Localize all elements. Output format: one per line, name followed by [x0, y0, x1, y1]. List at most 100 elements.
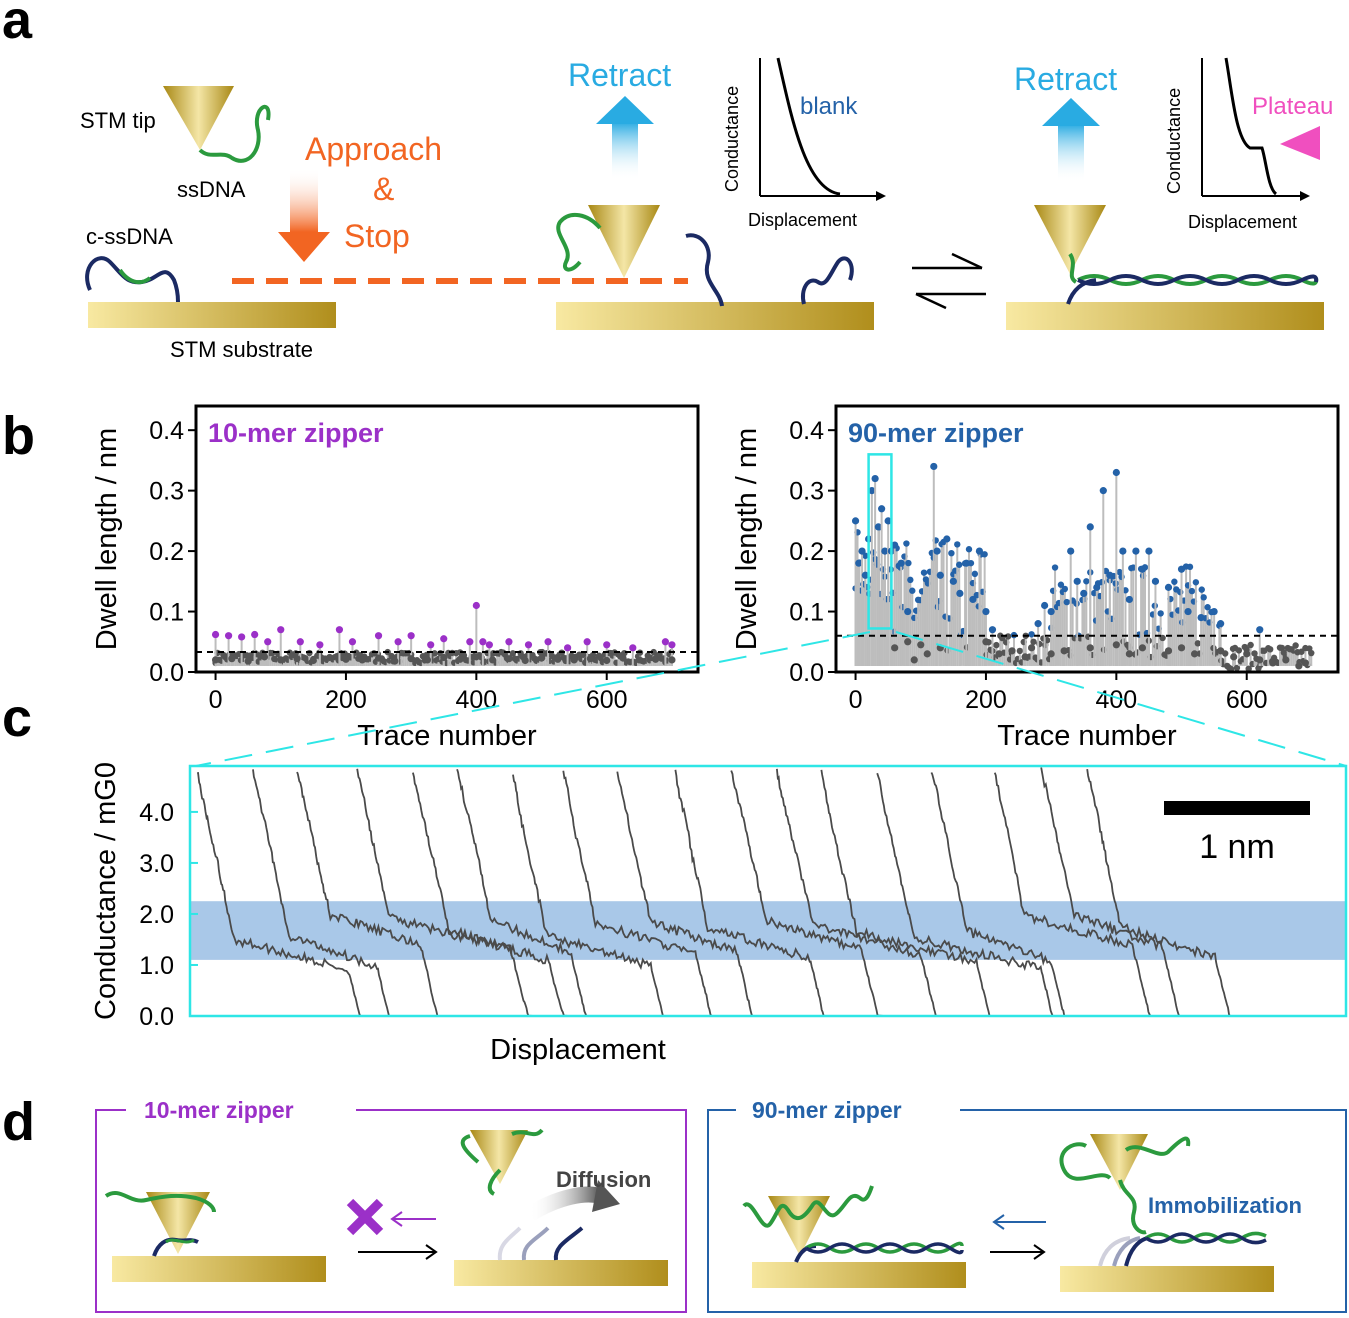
trace-point — [1030, 638, 1037, 645]
point-above-threshold — [982, 607, 990, 616]
point-below-threshold — [1301, 659, 1310, 667]
c-ssdna-anchor — [1066, 278, 1097, 305]
conductance-trace — [196, 772, 367, 1016]
y-tick-label: 0.1 — [149, 599, 184, 627]
trace-point — [993, 641, 1000, 649]
point-above-threshold — [943, 535, 951, 543]
point-below-threshold — [1295, 662, 1303, 670]
point-below-threshold — [619, 654, 627, 662]
point-above-threshold — [1067, 547, 1075, 555]
point-below-threshold — [1177, 644, 1186, 652]
point-above-threshold — [884, 517, 892, 525]
conductance-trace — [993, 772, 1157, 1016]
point-below-threshold — [309, 656, 317, 665]
point-below-threshold — [537, 654, 546, 662]
point-above-threshold — [1164, 583, 1173, 591]
c-ssdna-green-segment — [118, 268, 152, 285]
ssdna-strand — [556, 212, 602, 272]
point-below-threshold — [1230, 653, 1238, 661]
trace-point — [1247, 641, 1254, 649]
point-above-threshold — [1177, 565, 1186, 573]
point-above-threshold — [224, 632, 233, 640]
ssdna-long-strand — [742, 1185, 874, 1228]
stm-substrate-right — [1006, 302, 1324, 330]
trace-point — [1051, 564, 1059, 571]
c-ssdna-faded-2 — [1112, 1236, 1141, 1267]
point-below-threshold — [228, 655, 236, 663]
trace-point — [1057, 581, 1065, 588]
x-tick-label: 200 — [325, 686, 367, 714]
point-above-threshold — [374, 632, 383, 640]
trace-point — [1188, 587, 1196, 595]
inset-2-ylabel: Conductance — [1164, 88, 1184, 194]
trace-point — [954, 541, 961, 548]
point-below-threshold — [423, 656, 432, 664]
point-below-threshold — [1164, 647, 1173, 655]
point-above-threshold — [251, 630, 259, 639]
substrate-10mer-a — [112, 1256, 326, 1282]
point-above-threshold — [629, 644, 637, 652]
stm-tip-icon — [163, 86, 234, 150]
point-above-threshold — [466, 638, 474, 646]
panel-label-b: b — [2, 406, 35, 466]
point-below-threshold — [1060, 647, 1068, 655]
point-above-threshold — [472, 601, 480, 610]
point-above-threshold — [211, 630, 220, 639]
plateau-band — [190, 901, 1346, 960]
point-above-threshold — [485, 641, 493, 649]
reverse-arrowhead-10mer — [390, 1211, 403, 1227]
trace-point — [981, 551, 988, 558]
point-above-threshold — [1099, 487, 1107, 495]
point-above-threshold — [1034, 620, 1042, 628]
point-below-threshold — [603, 656, 611, 665]
y-tick-label: 0.2 — [789, 538, 824, 566]
stm-tip-icon — [588, 205, 660, 278]
point-above-threshold — [962, 559, 970, 567]
y-tick-label: 0.4 — [149, 417, 184, 445]
trace-point — [1186, 563, 1194, 571]
trace-point — [1171, 578, 1178, 585]
y-tick-label: 0.0 — [149, 659, 184, 687]
point-above-threshold — [904, 607, 912, 616]
stm-tip-icon — [1034, 205, 1106, 274]
c-ssdna-faded-1 — [497, 1226, 522, 1261]
c-ssdna-faded-2 — [521, 1226, 550, 1261]
zoom-line-left — [195, 631, 871, 767]
immobilization-label: Immobilization — [1148, 1193, 1302, 1218]
point-below-threshold — [635, 656, 643, 664]
point-above-threshold — [1112, 468, 1120, 477]
point-below-threshold — [374, 654, 383, 662]
point-above-threshold — [277, 626, 285, 634]
point-below-threshold — [1138, 644, 1147, 652]
duplex-strand-navy — [1145, 1232, 1267, 1245]
trace-point — [1061, 585, 1069, 593]
conductance-trace — [252, 769, 396, 1016]
point-below-threshold — [505, 655, 513, 663]
c-ssdna-strand — [685, 233, 724, 307]
y-axis-label: Dwell length / nm — [91, 428, 123, 650]
point-above-threshold — [1210, 607, 1218, 616]
point-above-threshold — [1217, 620, 1225, 628]
c-ssdna-strand — [553, 1226, 584, 1261]
y-axis-label: Dwell length / nm — [731, 428, 763, 650]
y-tick-label: 2.0 — [139, 901, 174, 929]
point-above-threshold — [851, 517, 860, 525]
ssdna-long-strand — [1059, 1136, 1191, 1235]
point-above-threshold — [871, 474, 879, 483]
point-below-threshold — [1027, 644, 1036, 652]
conductance-trace — [1086, 768, 1236, 1016]
point-above-threshold — [1080, 589, 1088, 598]
trace-point — [1251, 650, 1258, 657]
trace-point — [1292, 642, 1299, 649]
duplex-strand-green — [1145, 1231, 1267, 1244]
duplex-strand-green — [805, 1241, 964, 1254]
point-above-threshold — [1125, 595, 1133, 604]
approach-arrow-icon — [278, 168, 330, 262]
point-below-threshold — [995, 650, 1003, 658]
cross-mark-icon — [346, 1198, 384, 1236]
inset-2-xlabel: Displacement — [1188, 212, 1297, 232]
y-tick-label: 0.1 — [789, 599, 824, 627]
trace-point — [909, 587, 916, 594]
zoom-line-right — [895, 631, 1347, 767]
equilibrium-arrows-icon — [912, 252, 986, 310]
